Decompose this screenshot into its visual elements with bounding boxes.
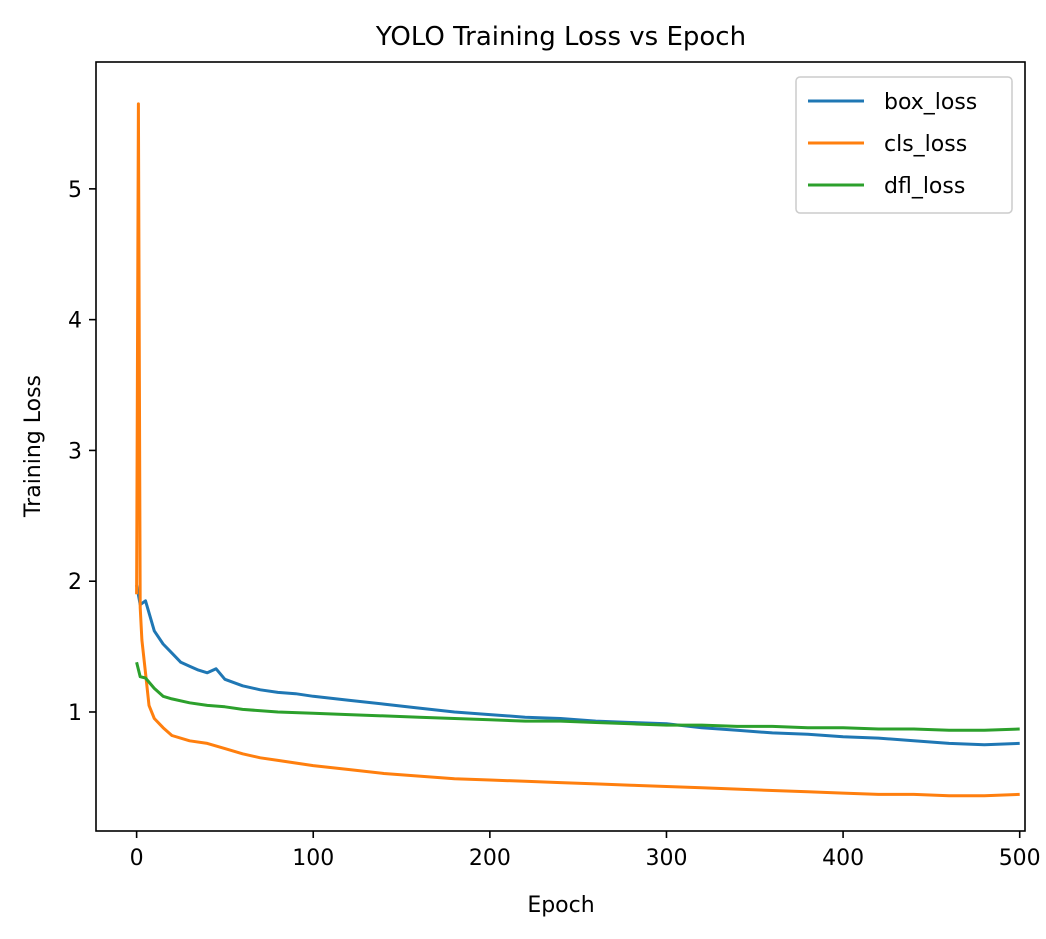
y-tick-label: 4: [68, 309, 82, 334]
plot-lines: [135, 102, 1020, 798]
y-tick-label: 3: [68, 439, 82, 464]
chart-title: YOLO Training Loss vs Epoch: [375, 22, 746, 52]
series-line-cls_loss: [135, 102, 1020, 798]
y-tick-label: 5: [68, 178, 82, 203]
y-tick-label: 2: [68, 570, 82, 595]
x-axis-ticks: 0 100 200 300 400 500: [130, 831, 1041, 871]
x-tick-label: 400: [822, 846, 864, 871]
legend-entries: box_loss cls_loss dfl_loss: [808, 90, 977, 199]
x-tick-label: 100: [292, 846, 334, 871]
legend-box: [795, 76, 1013, 214]
y-axis-ticks: 1 2 3 4 5: [68, 178, 96, 726]
series-line-box_loss: [135, 584, 1020, 747]
x-tick-label: 200: [469, 846, 511, 871]
legend-label-dfl_loss: dfl_loss: [884, 174, 965, 199]
plot-frame: [95, 61, 1026, 832]
x-tick-label: 500: [999, 846, 1041, 871]
y-tick-label: 1: [68, 701, 82, 726]
legend: box_loss cls_loss dfl_loss: [795, 76, 1013, 214]
legend-label-cls_loss: cls_loss: [884, 132, 967, 157]
x-axis-label: Epoch: [527, 893, 594, 918]
x-tick-label: 300: [645, 846, 687, 871]
legend-label-box_loss: box_loss: [884, 90, 977, 115]
y-axis-label: Training Loss: [21, 375, 46, 518]
x-tick-label: 0: [130, 846, 144, 871]
series-line-dfl_loss: [135, 661, 1020, 732]
